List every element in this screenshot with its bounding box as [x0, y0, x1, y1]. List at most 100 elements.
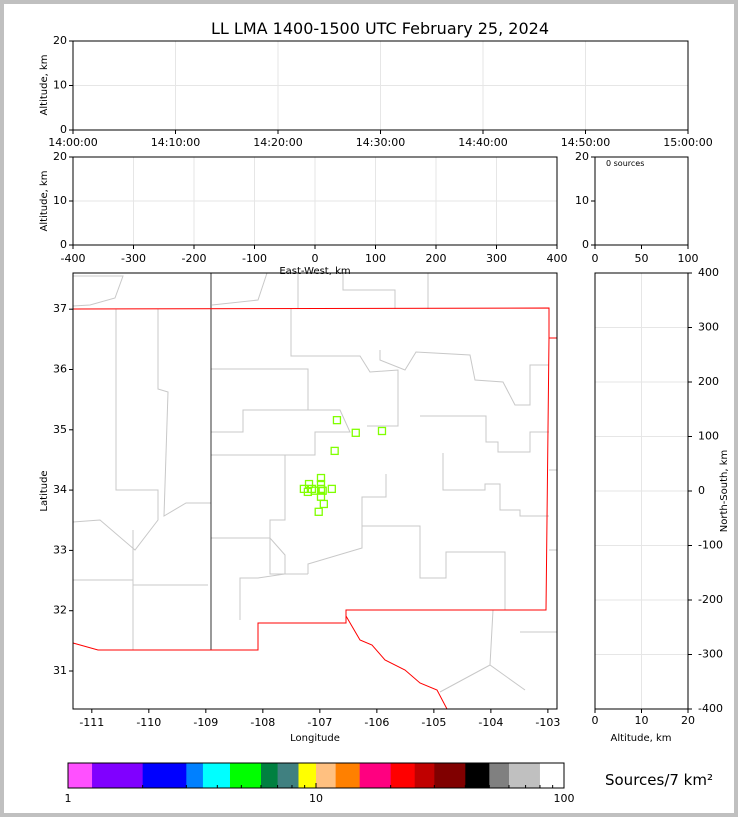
lightning-source-marker	[332, 415, 342, 425]
ns-xlabel: Altitude, km	[611, 733, 672, 744]
ns-ytick-label: -100	[698, 539, 723, 552]
state-boundary-texas	[72, 307, 557, 710]
ns-xtick-label: 10	[635, 714, 649, 727]
ew-xtick-label: 0	[312, 252, 319, 265]
colorbar-bin	[539, 763, 565, 788]
ns-ytick-label: -200	[698, 593, 723, 606]
ns-ytick-label: 200	[698, 375, 719, 388]
ns-ytick-label: -400	[698, 702, 723, 715]
ns-ytick-label: 400	[698, 266, 719, 279]
map-xtick-label: -110	[136, 716, 161, 729]
time-xtick-label: 14:50:00	[561, 136, 610, 149]
ew-ylabel: Altitude, km	[39, 171, 50, 232]
ns-xtick-label: 0	[592, 714, 599, 727]
county-boundary	[72, 275, 124, 307]
map-xtick-label: -104	[478, 716, 503, 729]
county-boundary	[307, 525, 506, 610]
colorbar-bin	[298, 763, 317, 788]
time-panel-frame	[72, 40, 689, 131]
colorbar-bin	[434, 763, 466, 788]
county-boundary	[211, 368, 309, 433]
time-xtick-label: 14:20:00	[253, 136, 302, 149]
ew-ytick-label: 20	[53, 150, 67, 163]
colorbar-bin	[414, 763, 435, 788]
hist-xtick-label: 0	[592, 252, 599, 265]
county-boundary	[290, 309, 399, 427]
map-ytick-label: 33	[53, 543, 67, 556]
time-ylabel: Altitude, km	[39, 55, 50, 116]
time-xtick-label: 14:40:00	[458, 136, 507, 149]
colorbar-bin	[260, 763, 279, 788]
colorbar-label: Sources/7 km²	[605, 771, 713, 789]
ns-ylabel: North-South, km	[719, 450, 730, 533]
county-boundary	[211, 272, 429, 309]
county-boundary	[72, 309, 159, 551]
ns-ytick-label: -300	[698, 648, 723, 661]
lightning-source-marker	[319, 499, 328, 509]
time-xtick-label: 15:00:00	[663, 136, 712, 149]
hist-ytick-label: 10	[575, 194, 589, 207]
map-xtick-label: -107	[307, 716, 332, 729]
colorbar-bin	[316, 763, 337, 788]
ew-xlabel: East-West, km	[279, 266, 350, 277]
colorbar-tick-label: 1	[65, 792, 72, 805]
lightning-source-marker	[316, 473, 326, 483]
time-xtick-label: 14:10:00	[151, 136, 200, 149]
lightning-source-marker	[310, 486, 319, 495]
ew-xtick-label: -400	[61, 252, 86, 265]
colorbar-bin	[465, 763, 490, 788]
lightning-source-marker	[327, 484, 336, 494]
colorbar-bin	[335, 763, 361, 788]
ew-xtick-label: 100	[365, 252, 386, 265]
hist-xtick-label: 50	[635, 252, 649, 265]
map-ytick-label: 35	[53, 423, 67, 436]
colorbar-tick-label: 100	[554, 792, 575, 805]
county-boundary	[379, 350, 549, 406]
map-ytick-label: 31	[53, 664, 67, 677]
colorbar-bin	[508, 763, 541, 788]
time-xtick-label: 14:00:00	[48, 136, 97, 149]
county-boundary	[361, 474, 387, 526]
colorbar-bin	[489, 763, 510, 788]
county-boundary	[132, 530, 208, 586]
time-ytick-label: 10	[53, 79, 67, 92]
map-ytick-label: 32	[53, 604, 67, 617]
colorbar-bin	[359, 763, 392, 788]
map-frame	[72, 272, 558, 710]
ew-xtick-label: -200	[182, 252, 207, 265]
lightning-source-marker	[377, 426, 387, 436]
map-ytick-label: 34	[53, 483, 67, 496]
county-boundary	[442, 453, 549, 517]
colorbar-bin	[68, 763, 93, 788]
ew-xtick-label: 300	[486, 252, 507, 265]
time-ytick-label: 0	[60, 123, 67, 136]
map-xtick-label: -103	[535, 716, 560, 729]
figure-title: LL LMA 1400-1500 UTC February 25, 2024	[211, 19, 549, 38]
hist-ytick-label: 20	[575, 150, 589, 163]
colorbar-bin	[277, 763, 299, 788]
ns-xtick-label: 20	[681, 714, 695, 727]
ns-panel-frame	[594, 272, 689, 710]
time-ytick-label: 20	[53, 34, 67, 47]
county-boundary	[420, 415, 549, 453]
colorbar-bin	[390, 763, 416, 788]
ew-xtick-label: -100	[242, 252, 267, 265]
county-boundary	[157, 309, 211, 517]
colorbar-bin	[229, 763, 262, 788]
lightning-source-marker	[351, 428, 360, 437]
colorbar-bin	[186, 763, 204, 788]
ns-ytick-label: 100	[698, 430, 719, 443]
lightning-source-marker	[330, 446, 339, 456]
hist-xtick-label: 100	[678, 252, 699, 265]
map-xtick-label: -108	[250, 716, 275, 729]
colorbar-bin	[202, 763, 231, 788]
county-boundary	[211, 537, 286, 620]
map-xtick-label: -105	[421, 716, 446, 729]
map-xtick-label: -109	[193, 716, 218, 729]
ew-ytick-label: 10	[53, 194, 67, 207]
colorbar-bin	[92, 763, 144, 788]
map-ytick-label: 36	[53, 362, 67, 375]
hist-panel-frame	[594, 156, 689, 246]
